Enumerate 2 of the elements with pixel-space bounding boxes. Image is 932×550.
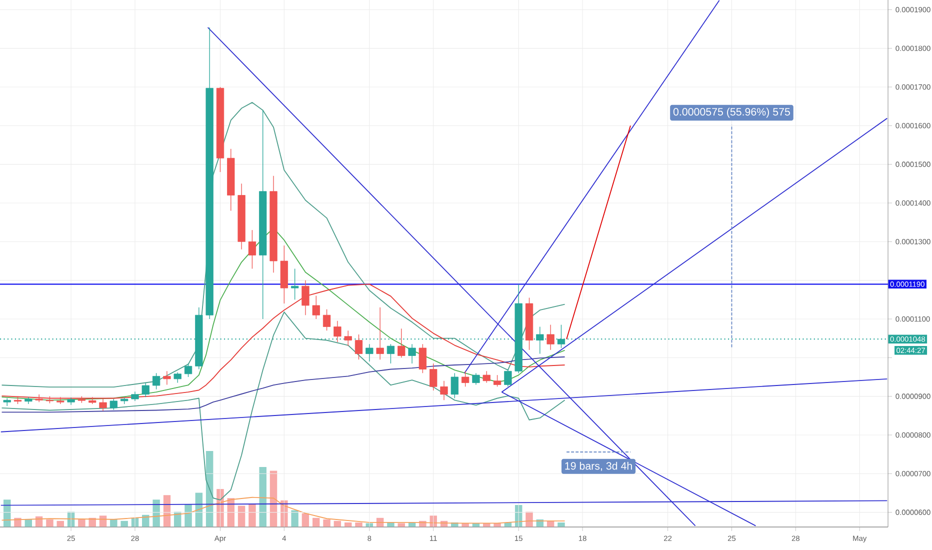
annotation: 19 bars, 3d 4h — [565, 462, 632, 471]
annotation: 0.0000575 (55.96%) 575 — [673, 108, 790, 118]
